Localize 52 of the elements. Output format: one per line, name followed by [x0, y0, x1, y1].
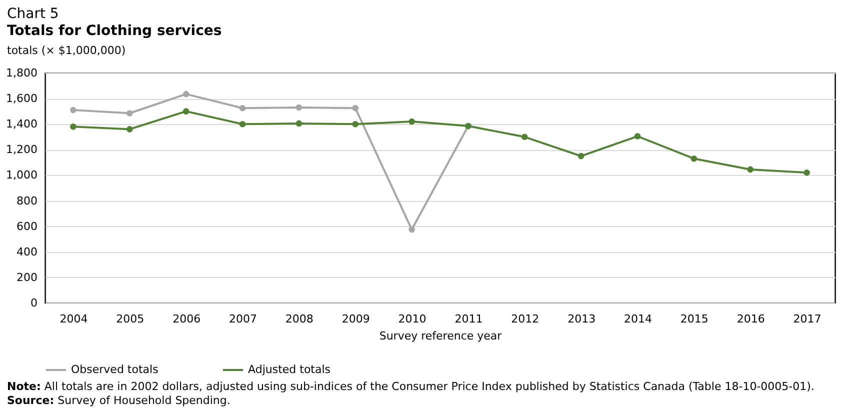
text: Note: All totals are in 2002 dollars, adjusted using sub-indices of the Consumer Price Index published by Statistics Canada (Table 18-10-0005-01). — [7, 380, 816, 394]
y-tick-label: 400 — [16, 245, 38, 258]
y-tick-label: 0 — [30, 296, 38, 310]
y-tick-label: 800 — [16, 194, 38, 208]
y-tick-label: 1,400 — [6, 118, 38, 131]
point — [182, 108, 190, 114]
point — [408, 118, 415, 125]
x-tick-label: 2007 — [229, 312, 257, 326]
point — [747, 166, 754, 173]
y-tick-label: 1,800 — [6, 66, 38, 80]
point — [296, 120, 302, 127]
point — [352, 120, 359, 128]
legend-label: Observed totals — [71, 363, 159, 376]
y-tick-label: 1,200 — [6, 143, 38, 156]
point — [296, 104, 302, 111]
x-tick-label: 2014 — [624, 312, 652, 326]
x-tick-label: 2010 — [398, 312, 426, 326]
point — [352, 104, 359, 112]
point — [126, 126, 133, 132]
point — [70, 106, 76, 114]
y-tick-label: 600 — [16, 220, 38, 233]
x-axis-title: Survey reference year — [379, 330, 502, 342]
x-tick-label: 2008 — [285, 312, 314, 326]
point — [634, 133, 641, 140]
x-tick-label: 2005 — [116, 312, 144, 326]
point — [690, 155, 698, 162]
x-tick-label: 2013 — [568, 312, 596, 326]
point — [239, 104, 246, 112]
point — [182, 90, 190, 98]
x-tick-label: 2012 — [511, 312, 540, 326]
point — [70, 124, 76, 130]
y-axis-title: totals (× $1,000,000) — [7, 44, 127, 57]
x-tick-label: 2015 — [680, 312, 708, 326]
legend-label: Adjusted totals — [248, 363, 331, 376]
x-tick-label: 2006 — [172, 312, 201, 326]
point — [408, 226, 415, 233]
x-tick-label: 2016 — [736, 312, 765, 326]
y-tick-label: 1,600 — [6, 92, 38, 106]
x-tick-label: 2004 — [60, 312, 88, 326]
source-note: Source: Survey of Household Spending. — [7, 394, 232, 408]
chart-subtitle: Totals for Clothing services — [7, 23, 223, 40]
point — [126, 110, 133, 116]
chart-title: Chart 5 — [7, 6, 60, 23]
point — [521, 134, 528, 140]
point — [804, 170, 810, 176]
x-tick-label: 2011 — [454, 312, 483, 326]
point — [239, 120, 246, 128]
x-tick-label: 2009 — [342, 312, 370, 326]
point — [578, 152, 584, 160]
x-tick-label: 2017 — [793, 312, 822, 326]
y-tick-label: 1,000 — [6, 168, 38, 182]
y-tick-label: 200 — [16, 270, 38, 284]
